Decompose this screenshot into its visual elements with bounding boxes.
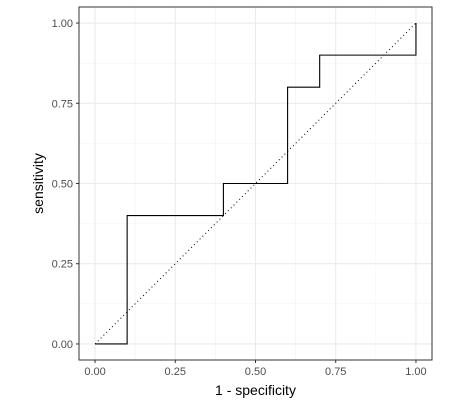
- x-tick-label: 0.50: [245, 366, 266, 378]
- y-tick-label: 1.00: [52, 18, 73, 30]
- roc-curve-line: [95, 23, 417, 345]
- x-tick-label: 0.25: [165, 366, 186, 378]
- y-tick-label: 0.25: [52, 259, 73, 271]
- x-axis-title: 1 - specificity: [215, 382, 296, 398]
- y-tick-label: 0.00: [52, 339, 73, 351]
- y-tick-label: 0.75: [52, 98, 73, 110]
- y-axis-title: sensitivity: [30, 153, 46, 214]
- y-tick-label: 0.50: [52, 179, 73, 191]
- x-tick-label: 1.00: [405, 366, 426, 378]
- x-tick-label: 0.75: [325, 366, 346, 378]
- x-axis: 0.00 0.25 0.50 0.75 1.00: [84, 360, 427, 378]
- x-tick-label: 0.00: [84, 366, 105, 378]
- series-layer: [95, 23, 417, 345]
- y-axis: 0.00 0.25 0.50 0.75 1.00: [52, 18, 79, 351]
